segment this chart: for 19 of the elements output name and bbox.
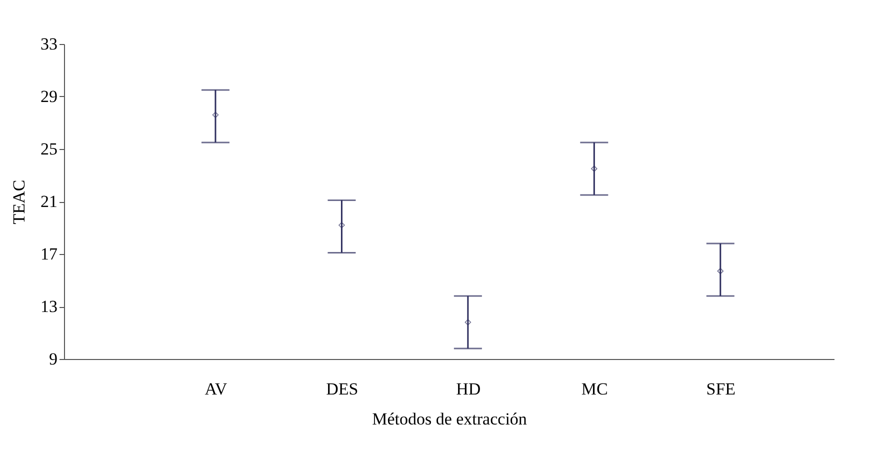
y-axis-title: TEAC: [10, 180, 28, 224]
x-tick-label: AV: [204, 380, 228, 398]
point: [464, 319, 472, 326]
point: [717, 268, 724, 274]
point: [338, 222, 345, 228]
point: [591, 166, 598, 172]
y-tick-label: 9: [49, 350, 58, 368]
x-tick-label: HD: [456, 380, 481, 398]
y-tick-label: 33: [40, 34, 58, 54]
point: [212, 112, 219, 118]
y-tick-label: 25: [40, 140, 58, 158]
y-tick-label: 17: [40, 244, 58, 264]
y-tick-label: 13: [40, 297, 58, 316]
x-axis-title: Métodos de extracción: [372, 410, 528, 428]
x-tick-label: SFE: [706, 380, 736, 398]
x-tick-label: MC: [581, 380, 608, 398]
y-tick-label: 21: [40, 192, 58, 211]
y-tick-label: 29: [40, 87, 58, 106]
x-tick-label: DES: [326, 380, 358, 398]
